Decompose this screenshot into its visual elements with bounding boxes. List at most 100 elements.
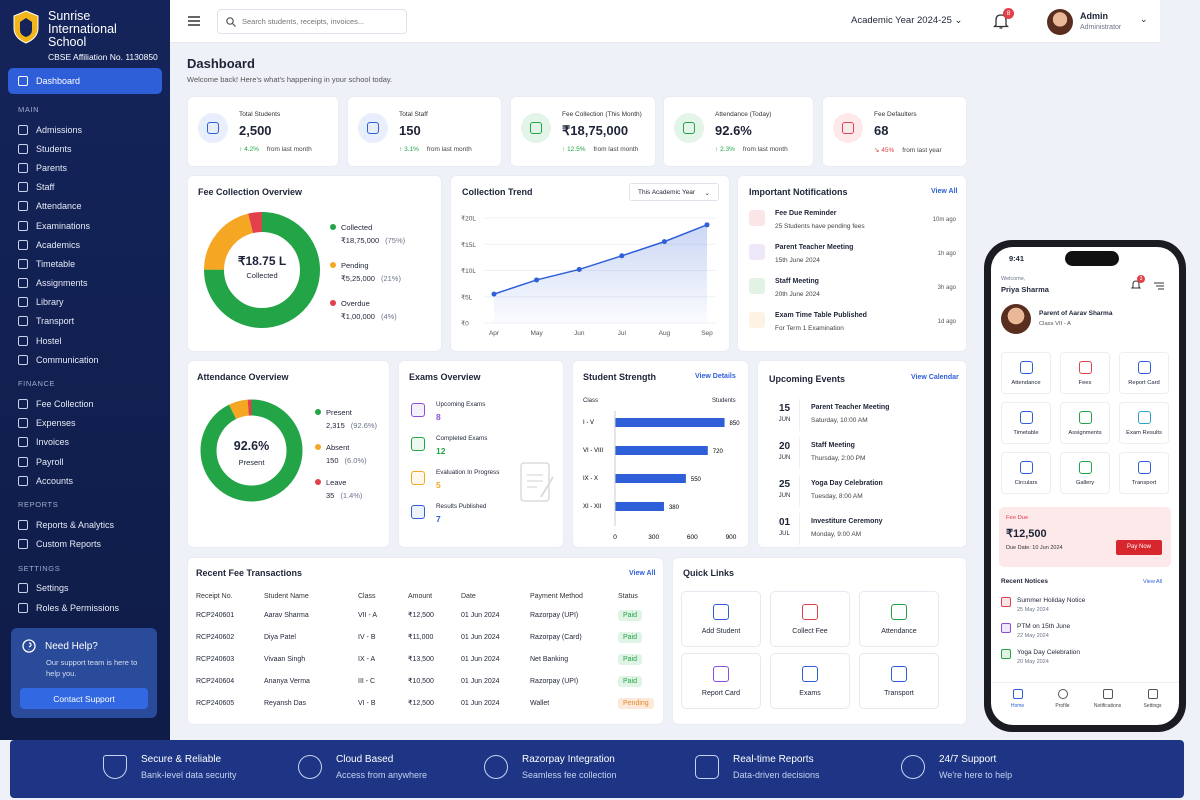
phone-tile-report-card[interactable]: Report Card — [1119, 352, 1169, 394]
sidebar-item-parents[interactable]: Parents — [0, 158, 170, 177]
table-cell: IV - B — [358, 626, 408, 648]
pay-now-button[interactable]: Pay Now — [1116, 540, 1162, 555]
sidebar-item-payroll[interactable]: Payroll — [0, 452, 170, 471]
notification-icon — [749, 312, 765, 328]
sidebar-item-expenses[interactable]: Expenses — [0, 414, 170, 433]
contact-support-button[interactable]: Contact Support — [20, 688, 148, 709]
quick-link-add-student[interactable]: Add Student — [681, 591, 761, 647]
phone-tile-assignments[interactable]: Assignments — [1060, 402, 1110, 444]
notification-title: Fee Due Reminder — [775, 210, 837, 217]
sidebar-item-admissions[interactable]: Admissions — [0, 120, 170, 139]
quick-link-report-card[interactable]: Report Card — [681, 653, 761, 709]
event-month: JUL — [779, 531, 790, 537]
sidebar-item-library[interactable]: Library — [0, 293, 170, 312]
sidebar-item-timetable[interactable]: Timetable — [0, 254, 170, 273]
sidebar-item-examinations[interactable]: Examinations — [0, 216, 170, 235]
phone-tile-transport[interactable]: Transport — [1119, 452, 1169, 494]
legend-value: 2,315 (92.6%) — [326, 421, 377, 430]
notices-view-all-link[interactable]: View All — [1143, 579, 1163, 585]
trend-point — [619, 253, 625, 259]
trend-period-select[interactable]: This Academic Year ⌄ — [629, 183, 719, 201]
table-row[interactable]: RCP240601 Aarav Sharma VII - A ₹12,500 01 Ju… — [196, 604, 656, 626]
search-input[interactable] — [242, 17, 392, 26]
chevron-down-icon: ⌄ — [954, 15, 963, 26]
cell-text: ₹12,500 — [408, 612, 434, 619]
sidebar-item-dashboard[interactable]: Dashboard — [8, 68, 162, 94]
sidebar-item-custom-reports[interactable]: Custom Reports — [0, 535, 170, 554]
cloud-icon — [298, 755, 322, 779]
table-row[interactable]: RCP240602 Diya Patel IV - B ₹11,000 01 Jun 2… — [196, 626, 656, 648]
menu-icon[interactable] — [188, 16, 200, 26]
sidebar-item-label: Parents — [36, 162, 68, 173]
stat-glyph-icon — [367, 122, 379, 134]
quick-link-transport[interactable]: Transport — [859, 653, 939, 709]
students-icon — [18, 143, 28, 154]
phone-tile-attendance[interactable]: Attendance — [1001, 352, 1051, 394]
collection-trend-chart: ₹20L ₹15L ₹10L ₹5L ₹0 Apr May Jun Jul Aug Sep — [461, 215, 716, 337]
phone-nav-notifications[interactable]: Notifications — [1085, 689, 1130, 709]
filter-icon[interactable] — [1154, 282, 1164, 290]
sidebar-item-assignments[interactable]: Assignments — [0, 274, 170, 293]
notifications-button[interactable]: 8 — [992, 8, 1014, 32]
phone-tile-exam-results[interactable]: Exam Results — [1119, 402, 1169, 444]
donut-center-label: Collected — [246, 271, 278, 280]
phone-nav-home[interactable]: Home — [995, 689, 1040, 709]
event-title: Investiture Ceremony — [811, 518, 883, 525]
sidebar-item-accounts[interactable]: Accounts — [0, 471, 170, 490]
table-row[interactable]: RCP240603 Vivaan Singh IX - A ₹13,500 01 Jun… — [196, 648, 656, 670]
page-title: Dashboard — [187, 56, 255, 71]
view-details-link[interactable]: View Details — [695, 373, 736, 380]
event-date-box: 01 JUL — [770, 513, 800, 545]
quick-link-exams[interactable]: Exams — [770, 653, 850, 709]
footer-feature: Cloud Based Access from anywhere — [298, 754, 427, 780]
sidebar-item-attendance[interactable]: Attendance — [0, 197, 170, 216]
y-tick-label: ₹10L — [461, 267, 476, 275]
sidebar-item-staff[interactable]: Staff — [0, 178, 170, 197]
stat-value: 2,500 — [239, 123, 272, 138]
sidebar-item-transport[interactable]: Transport — [0, 312, 170, 331]
sidebar-item-academics[interactable]: Academics — [0, 235, 170, 254]
sidebar-item-students[interactable]: Students — [0, 139, 170, 158]
phone-tile-fees[interactable]: Fees — [1060, 352, 1110, 394]
bar-category-label: VI - VIII — [583, 448, 603, 454]
quick-link-collect-fee[interactable]: Collect Fee — [770, 591, 850, 647]
phone-tile-circulars[interactable]: Circulars — [1001, 452, 1051, 494]
status-badge: Paid — [618, 609, 643, 621]
phone-tile-timetable[interactable]: Timetable — [1001, 402, 1051, 444]
sidebar-item-settings[interactable]: Settings — [0, 579, 170, 598]
card-title: Important Notifications — [749, 187, 848, 197]
exam-stat-value: 12 — [436, 446, 446, 456]
sidebar-item-roles-permissions[interactable]: Roles & Permissions — [0, 598, 170, 617]
sidebar-item-label: Invoices — [36, 437, 70, 448]
phone-tile-gallery[interactable]: Gallery — [1060, 452, 1110, 494]
sidebar-item-invoices[interactable]: Invoices — [0, 433, 170, 452]
avatar[interactable] — [1047, 9, 1073, 35]
notification-icon — [749, 278, 765, 294]
view-all-transactions-link[interactable]: View All — [629, 570, 656, 577]
academic-year-select[interactable]: Academic Year 2024-25 ⌄ — [851, 15, 963, 26]
view-all-notifications-link[interactable]: View All — [931, 188, 958, 195]
clipboard-illustration-icon — [520, 462, 554, 502]
view-calendar-link[interactable]: View Calendar — [911, 374, 959, 381]
phone-nav-settings[interactable]: Settings — [1130, 689, 1175, 709]
legend-percent: (1.4%) — [340, 491, 363, 500]
sidebar-item-reports-analytics[interactable]: Reports & Analytics — [0, 515, 170, 534]
sidebar-item-fee-collection[interactable]: Fee Collection — [0, 394, 170, 413]
stat-label: Fee Collection (This Month) — [562, 111, 642, 118]
user-menu-chevron-icon[interactable]: ⌄ — [1140, 14, 1148, 24]
legend-amount: 150 — [326, 456, 339, 465]
table-cell: IX - A — [358, 648, 408, 670]
legend-amount: 2,315 — [326, 421, 345, 430]
phone-notifications-button[interactable]: 3 — [1130, 275, 1145, 293]
sidebar-item-hostel[interactable]: Hostel — [0, 331, 170, 350]
table-row[interactable]: RCP240605 Reyansh Das VI - B ₹12,500 01 Jun … — [196, 692, 656, 714]
sidebar-item-communication[interactable]: Communication — [0, 350, 170, 369]
stat-change-value: 45% — [881, 147, 895, 154]
phone-nav-profile[interactable]: Profile — [1040, 689, 1085, 709]
table-cell: III - C — [358, 670, 408, 692]
invoices-icon — [18, 437, 28, 448]
table-row[interactable]: RCP240604 Ananya Verma III - C ₹10,500 01 Ju… — [196, 670, 656, 692]
event-month: JUN — [778, 455, 791, 461]
footer-feature: Razorpay Integration Seamless fee collect… — [484, 754, 617, 780]
quick-link-attendance[interactable]: Attendance — [859, 591, 939, 647]
